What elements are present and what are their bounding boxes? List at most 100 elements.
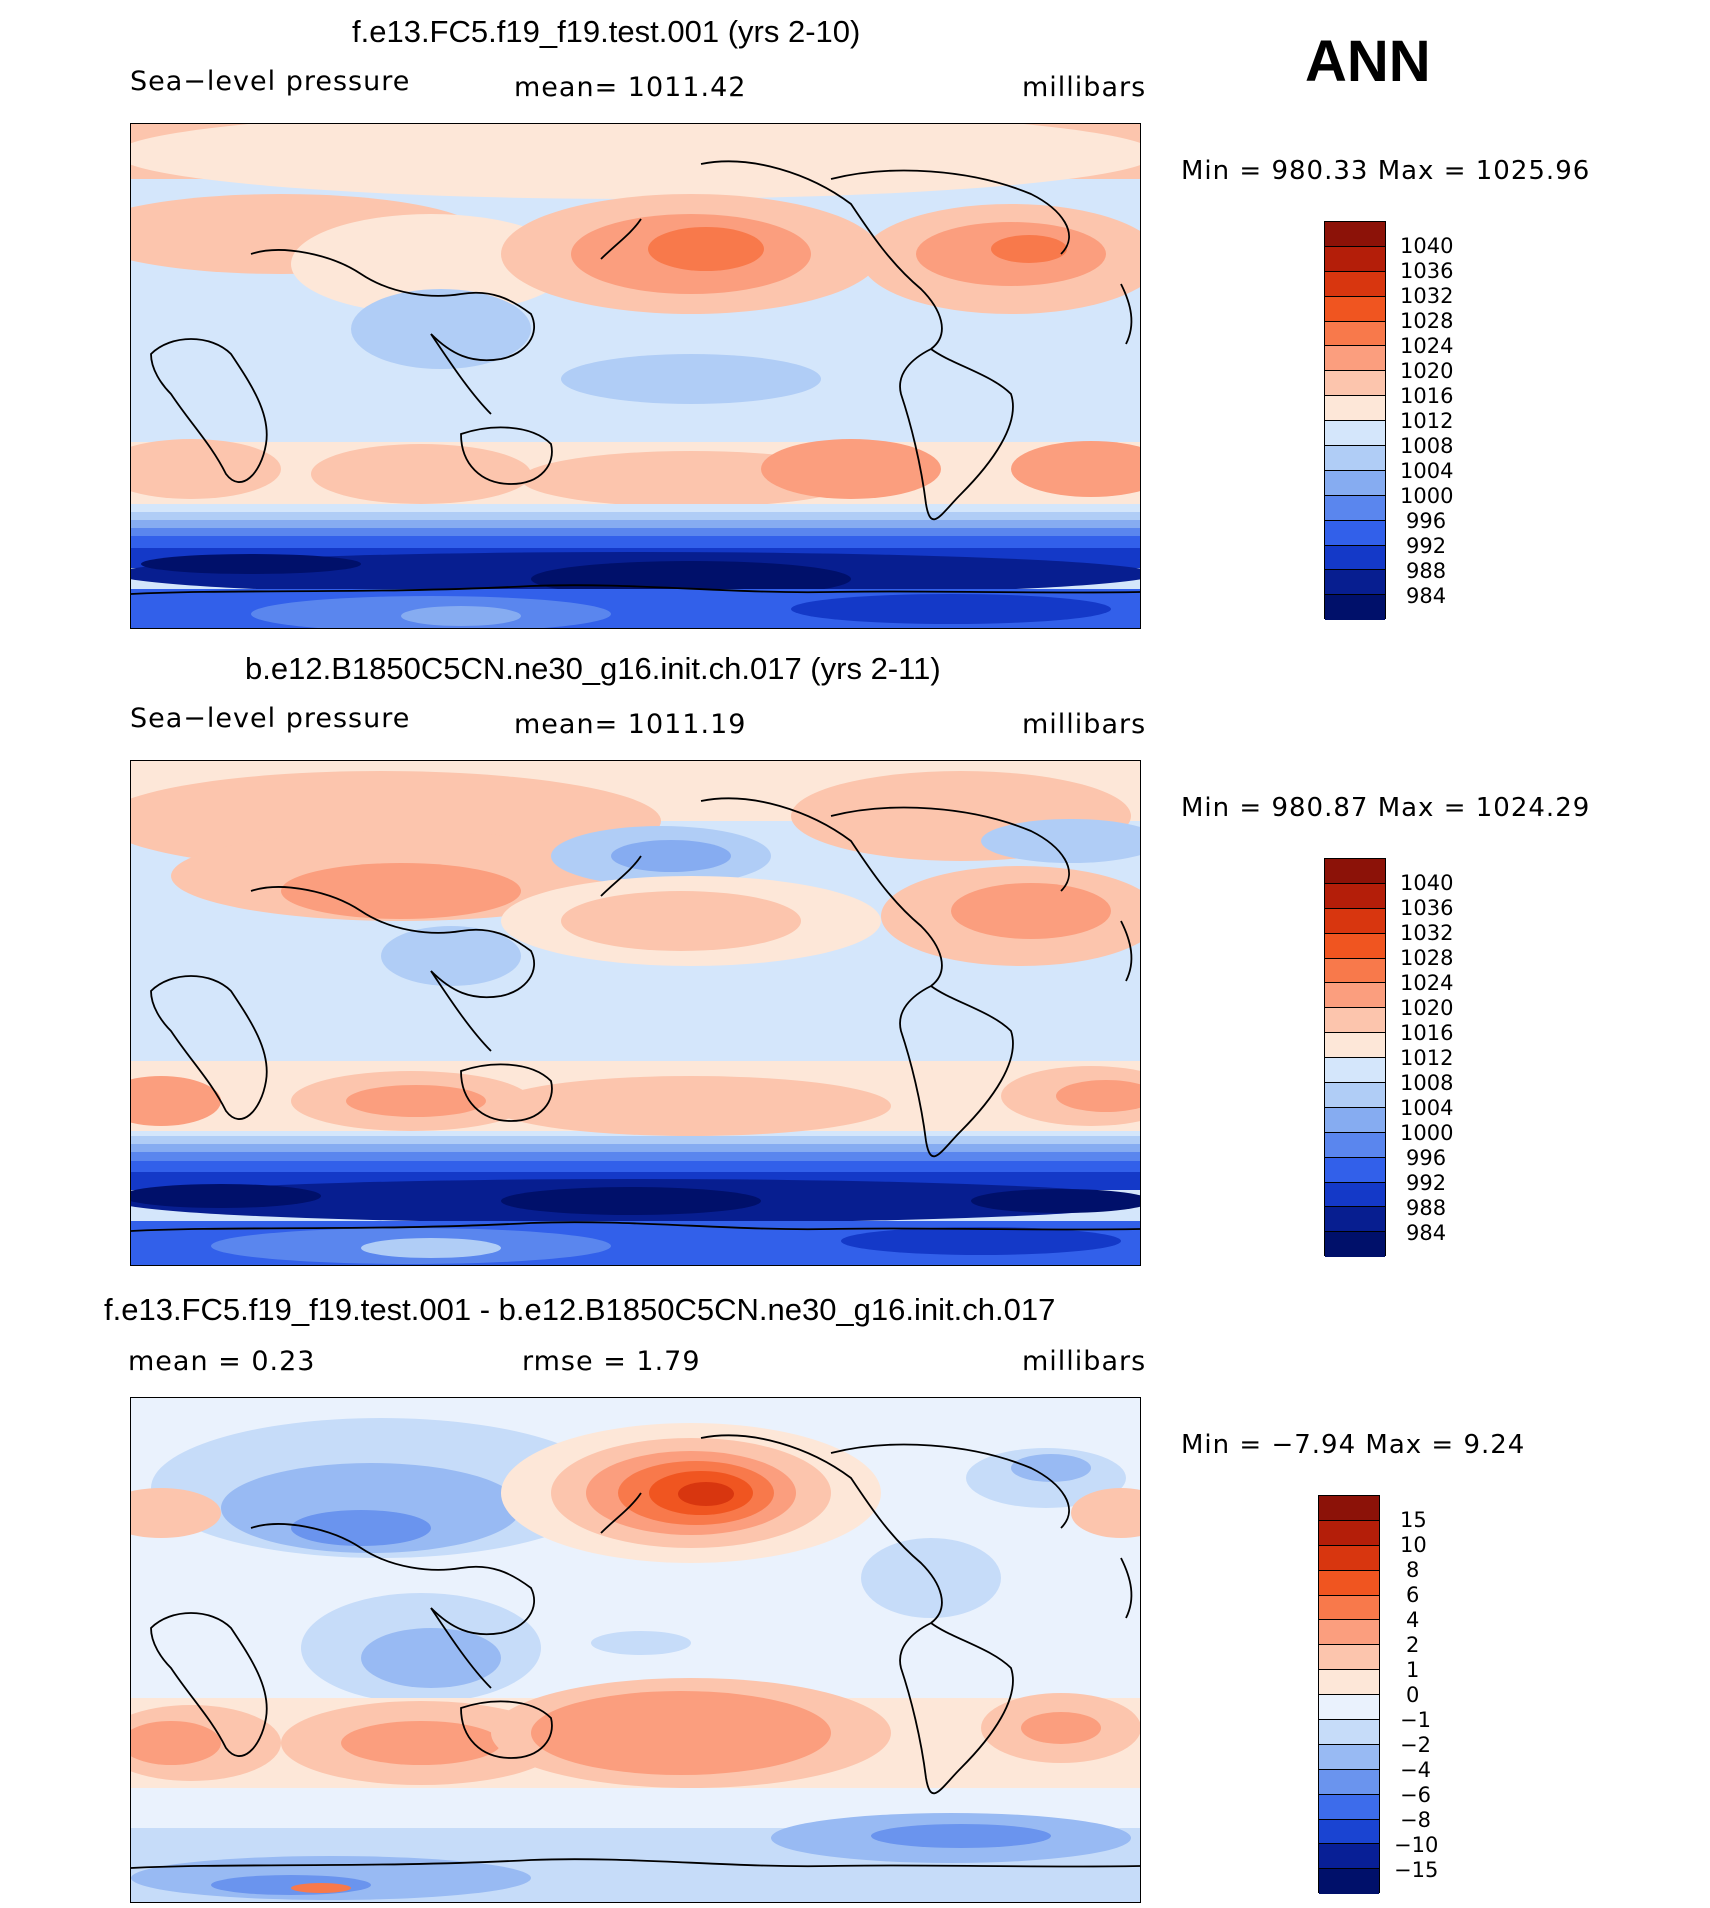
- colorbar-swatch: [1319, 1819, 1379, 1845]
- colorbar-tick-label: −8: [1400, 1808, 1431, 1832]
- colorbar-swatch: [1325, 1207, 1385, 1233]
- colorbar-swatch: [1325, 908, 1385, 934]
- colorbar-tick-label: −6: [1400, 1783, 1431, 1807]
- colorbar-tick-label: −2: [1400, 1733, 1431, 1757]
- colorbar-difference: [1318, 1495, 1380, 1895]
- colorbar-tick-label: 1000: [1400, 484, 1454, 508]
- colorbar-tick-label: 10: [1400, 1533, 1427, 1557]
- colorbar-swatch: [1319, 1844, 1379, 1870]
- colorbar-swatch: [1319, 1645, 1379, 1671]
- colorbar-swatch: [1325, 570, 1385, 596]
- colorbar-swatch: [1325, 1083, 1385, 1108]
- colorbar-swatch: [1325, 271, 1385, 297]
- colorbar-swatch: [1325, 859, 1385, 884]
- colorbar-swatch: [1325, 296, 1385, 322]
- colorbar-tick-label: 1036: [1400, 896, 1454, 920]
- colorbar-tick-label: 1020: [1400, 359, 1454, 383]
- variable-label: Sea−level pressure: [130, 66, 411, 97]
- colorbar-swatch: [1319, 1520, 1379, 1546]
- colorbar-swatch: [1319, 1769, 1379, 1795]
- colorbar-tick-label: 1040: [1400, 871, 1454, 895]
- colorbar-swatch: [1319, 1570, 1379, 1596]
- colorbar-swatch: [1325, 421, 1385, 447]
- colorbar-swatch: [1319, 1869, 1379, 1895]
- colorbar-swatch: [1319, 1545, 1379, 1571]
- colorbar-tick-label: 1012: [1400, 1046, 1454, 1070]
- colorbar-tick-label: 0: [1406, 1683, 1420, 1707]
- mean-label: mean= 1011.19: [514, 709, 747, 740]
- mean-label: mean= 1011.42: [514, 72, 747, 103]
- colorbar-tick-label: 984: [1406, 584, 1447, 608]
- minmax-label: Min = 980.33 Max = 1025.96: [1181, 156, 1591, 186]
- colorbar-tick-label: 6: [1406, 1583, 1420, 1607]
- colorbar-tick-label: −15: [1394, 1858, 1439, 1882]
- colorbar-swatch: [1319, 1670, 1379, 1696]
- colorbar-tick-label: 8: [1406, 1558, 1420, 1582]
- colorbar-tick-label: 1004: [1400, 1096, 1454, 1120]
- colorbar-tick-label: 4: [1406, 1608, 1420, 1632]
- colorbar-tick-label: 1008: [1400, 1071, 1454, 1095]
- colorbar-swatch: [1319, 1496, 1379, 1521]
- colorbar-swatch: [1325, 396, 1385, 422]
- colorbar-swatch: [1325, 1132, 1385, 1158]
- minmax-label: Min = 980.87 Max = 1024.29: [1181, 793, 1591, 823]
- colorbar-swatch: [1325, 470, 1385, 496]
- colorbar-swatch: [1325, 595, 1385, 621]
- colorbar-tick-label: 988: [1406, 559, 1447, 583]
- colorbar-tick-label: −1: [1400, 1708, 1431, 1732]
- colorbar-swatch: [1319, 1720, 1379, 1745]
- colorbar-tick-label: 1016: [1400, 1021, 1454, 1045]
- colorbar-swatch: [1325, 1008, 1385, 1034]
- colorbar-swatch: [1325, 1232, 1385, 1258]
- colorbar-swatch: [1325, 983, 1385, 1009]
- colorbar-tick-label: −10: [1394, 1833, 1439, 1857]
- minmax-label: Min = −7.94 Max = 9.24: [1181, 1430, 1526, 1460]
- colorbar-swatch: [1325, 495, 1385, 521]
- colorbar-control: [1324, 858, 1386, 1258]
- colorbar-swatch: [1325, 1033, 1385, 1059]
- mean-label: mean = 0.23: [128, 1346, 316, 1377]
- colorbar-tick-label: 1012: [1400, 409, 1454, 433]
- colorbar-swatch: [1325, 520, 1385, 546]
- colorbar-tick-label: 1008: [1400, 434, 1454, 458]
- panel-title: f.e13.FC5.f19_f19.test.001 - b.e12.B1850…: [104, 1292, 1056, 1327]
- colorbar-tick-label: 1016: [1400, 384, 1454, 408]
- colorbar-tick-label: 1032: [1400, 284, 1454, 308]
- season-label: ANN: [1305, 29, 1431, 94]
- colorbar-tick-label: 996: [1406, 1146, 1447, 1170]
- panel-title: b.e12.B1850C5CN.ne30_g16.init.ch.017 (yr…: [245, 651, 941, 686]
- colorbar-tick-label: 996: [1406, 509, 1447, 533]
- colorbar-swatch: [1325, 222, 1385, 247]
- colorbar-swatch: [1325, 346, 1385, 372]
- colorbar-tick-label: 1: [1406, 1658, 1420, 1682]
- colorbar-swatch: [1325, 883, 1385, 909]
- colorbar-swatch: [1319, 1595, 1379, 1621]
- colorbar-tick-label: 992: [1406, 1171, 1447, 1195]
- colorbar-swatch: [1325, 933, 1385, 959]
- slp-map-difference: [130, 1397, 1141, 1903]
- colorbar-tick-label: 1020: [1400, 996, 1454, 1020]
- colorbar-swatch: [1325, 246, 1385, 272]
- colorbar-swatch: [1325, 958, 1385, 984]
- colorbar-swatch: [1325, 1058, 1385, 1084]
- colorbar-tick-label: 1024: [1400, 971, 1454, 995]
- colorbar-tick-label: 1024: [1400, 334, 1454, 358]
- colorbar-tick-label: 1000: [1400, 1121, 1454, 1145]
- colorbar-tick-label: 1040: [1400, 234, 1454, 258]
- units-label: millibars: [1022, 72, 1147, 103]
- colorbar-tick-label: 1028: [1400, 309, 1454, 333]
- colorbar-swatch: [1325, 446, 1385, 471]
- slp-map-test: [130, 123, 1141, 629]
- colorbar-swatch: [1325, 321, 1385, 347]
- panel-title: f.e13.FC5.f19_f19.test.001 (yrs 2-10): [352, 14, 861, 49]
- colorbar-swatch: [1325, 371, 1385, 397]
- colorbar-tick-label: 1004: [1400, 459, 1454, 483]
- colorbar-tick-label: 1032: [1400, 921, 1454, 945]
- variable-label: Sea−level pressure: [130, 703, 411, 734]
- colorbar-swatch: [1319, 1620, 1379, 1646]
- colorbar-tick-label: 984: [1406, 1221, 1447, 1245]
- colorbar-swatch: [1325, 1157, 1385, 1183]
- colorbar-swatch: [1325, 545, 1385, 571]
- colorbar-tick-label: 992: [1406, 534, 1447, 558]
- colorbar-test: [1324, 221, 1386, 621]
